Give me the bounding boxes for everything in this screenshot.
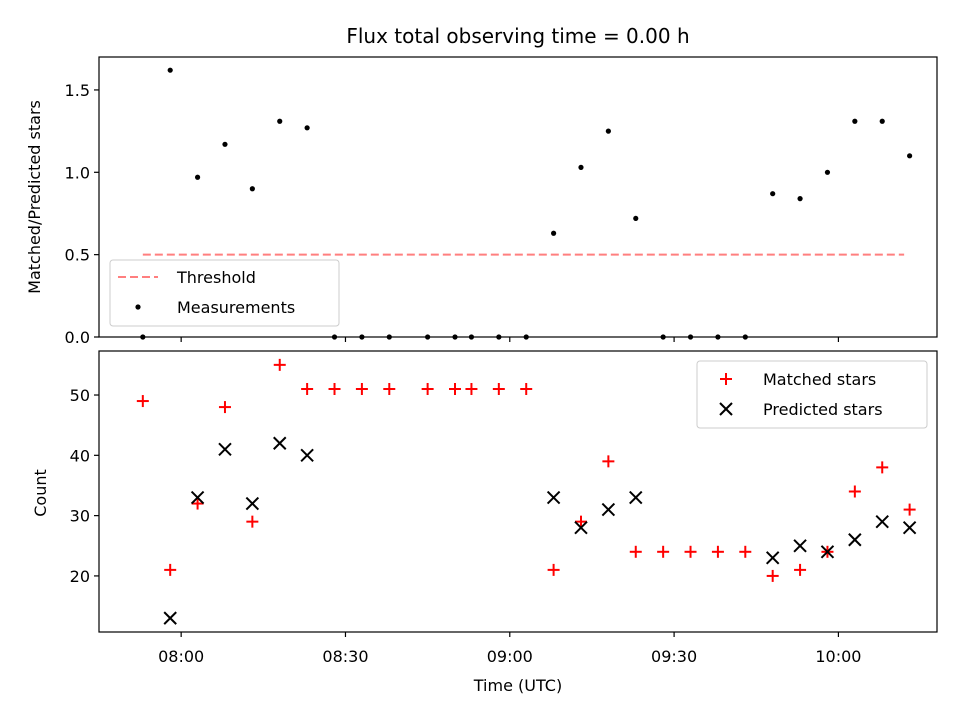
matched-point-2 — [191, 497, 204, 510]
matched-point-8 — [355, 382, 368, 395]
matched-point-7 — [328, 382, 341, 395]
top-y-tick-label-2: 1.0 — [65, 163, 90, 182]
predicted-point-7 — [574, 520, 588, 535]
top-y-tick-label-0: 0.0 — [65, 328, 90, 347]
measurement-point-24 — [797, 196, 803, 202]
x-tick-label-2: 09:00 — [487, 647, 533, 666]
measurement-point-18 — [633, 215, 639, 222]
legend-matched-label: Matched stars — [763, 370, 876, 389]
legend-predicted-swatch — [719, 402, 733, 416]
predicted-point-0 — [163, 611, 177, 625]
matched-point-23 — [766, 569, 779, 582]
top-legend-box — [109, 259, 340, 327]
matched-point-20 — [684, 545, 697, 558]
measurement-point-5 — [277, 118, 283, 124]
measurement-point-25 — [824, 169, 831, 175]
measurement-point-27 — [879, 118, 885, 124]
predicted-point-6 — [546, 490, 561, 505]
matched-point-1 — [164, 563, 177, 576]
ratio-panel: Matched/Predicted stars 0.0 0.5 1.0 1.5 Thr… — [25, 56, 938, 347]
bottom-y-tick-label-3: 50 — [70, 386, 90, 405]
bottom-y-tick-label-2: 40 — [70, 446, 90, 465]
matched-point-11 — [449, 382, 462, 395]
predicted-point-12 — [820, 545, 835, 559]
predicted-point-1 — [190, 490, 205, 505]
matched-point-21 — [711, 545, 724, 558]
predicted-point-14 — [875, 514, 889, 529]
matched-point-27 — [876, 461, 889, 474]
matched-point-22 — [739, 545, 752, 558]
x-tick-label-0: 08:00 — [158, 647, 204, 666]
legend-measurements-label: Measurements — [177, 298, 295, 317]
matched-point-19 — [657, 545, 670, 558]
top-y-tick-label-3: 1.5 — [65, 81, 90, 100]
matched-point-12 — [465, 382, 478, 395]
predicted-point-9 — [629, 490, 643, 505]
measurement-point-4 — [249, 186, 255, 192]
measurement-point-23 — [770, 191, 776, 197]
matched-point-14 — [520, 382, 533, 395]
legend-matched-swatch — [720, 373, 732, 385]
matched-point-4 — [246, 515, 259, 528]
predicted-point-10 — [765, 551, 780, 565]
matched-point-15 — [547, 563, 560, 576]
x-tick-label-4: 10:00 — [815, 647, 861, 666]
matched-point-17 — [602, 455, 615, 468]
matched-point-5 — [273, 358, 286, 371]
bottom-y-tick-label-0: 20 — [70, 567, 90, 586]
top-legend: Threshold Measurements — [109, 259, 340, 327]
legend-threshold-label: Threshold — [176, 268, 256, 287]
predicted-point-15 — [902, 520, 917, 535]
x-axis: 08:00 08:30 09:00 09:30 10:00 — [158, 632, 861, 666]
top-x-ticks — [180, 337, 840, 342]
legend-measurements-swatch — [135, 304, 141, 310]
top-axes-frame — [98, 56, 938, 338]
matched-point-18 — [629, 545, 642, 558]
bottom-legend-box — [696, 360, 928, 429]
x-axis-title: Time (UTC) — [473, 676, 562, 695]
x-tick-label-1: 08:30 — [322, 647, 368, 666]
predicted-point-13 — [848, 533, 862, 547]
measurement-point-6 — [304, 125, 310, 131]
predicted-point-2 — [218, 442, 232, 456]
top-y-tick-label-1: 0.5 — [65, 246, 90, 265]
matched-point-6 — [301, 382, 314, 395]
bottom-legend: Matched stars Predicted stars — [696, 360, 928, 429]
predicted-point-3 — [245, 496, 260, 511]
matched-point-3 — [218, 401, 231, 414]
top-y-axis: 0.0 0.5 1.0 1.5 — [65, 81, 99, 347]
measurement-point-15 — [551, 230, 557, 236]
chart-title: Flux total observing time = 0.00 h — [346, 24, 689, 48]
x-tick-label-3: 09:30 — [651, 647, 697, 666]
bottom-y-axis-title: Count — [31, 469, 50, 517]
count-plot-area — [136, 358, 917, 625]
matched-point-9 — [383, 382, 396, 395]
predicted-point-5 — [300, 448, 314, 463]
measurement-point-26 — [852, 118, 858, 124]
matched-point-16 — [574, 515, 587, 528]
measurement-point-16 — [578, 164, 584, 170]
measurement-point-3 — [222, 141, 228, 147]
predicted-point-8 — [601, 502, 616, 517]
bottom-axes-frame — [98, 350, 938, 633]
bottom-y-tick-label-1: 30 — [70, 507, 90, 526]
top-y-axis-title: Matched/Predicted stars — [25, 100, 44, 294]
matched-point-26 — [848, 485, 861, 498]
bottom-y-axis: 20 30 40 50 — [70, 386, 99, 586]
predicted-point-4 — [273, 436, 287, 450]
matched-point-13 — [492, 382, 505, 395]
matched-point-28 — [903, 503, 916, 516]
matched-point-24 — [794, 563, 807, 576]
count-panel: Count Time (UTC) 20 30 40 50 08:00 08:30 09:0… — [31, 350, 938, 695]
measurement-point-2 — [194, 174, 201, 180]
measurement-point-1 — [167, 67, 173, 73]
measurement-point-17 — [605, 128, 611, 134]
matched-point-0 — [136, 395, 149, 408]
matched-point-10 — [421, 382, 434, 395]
measurement-point-28 — [907, 153, 913, 159]
predicted-point-11 — [793, 539, 807, 553]
legend-predicted-label: Predicted stars — [763, 400, 883, 419]
